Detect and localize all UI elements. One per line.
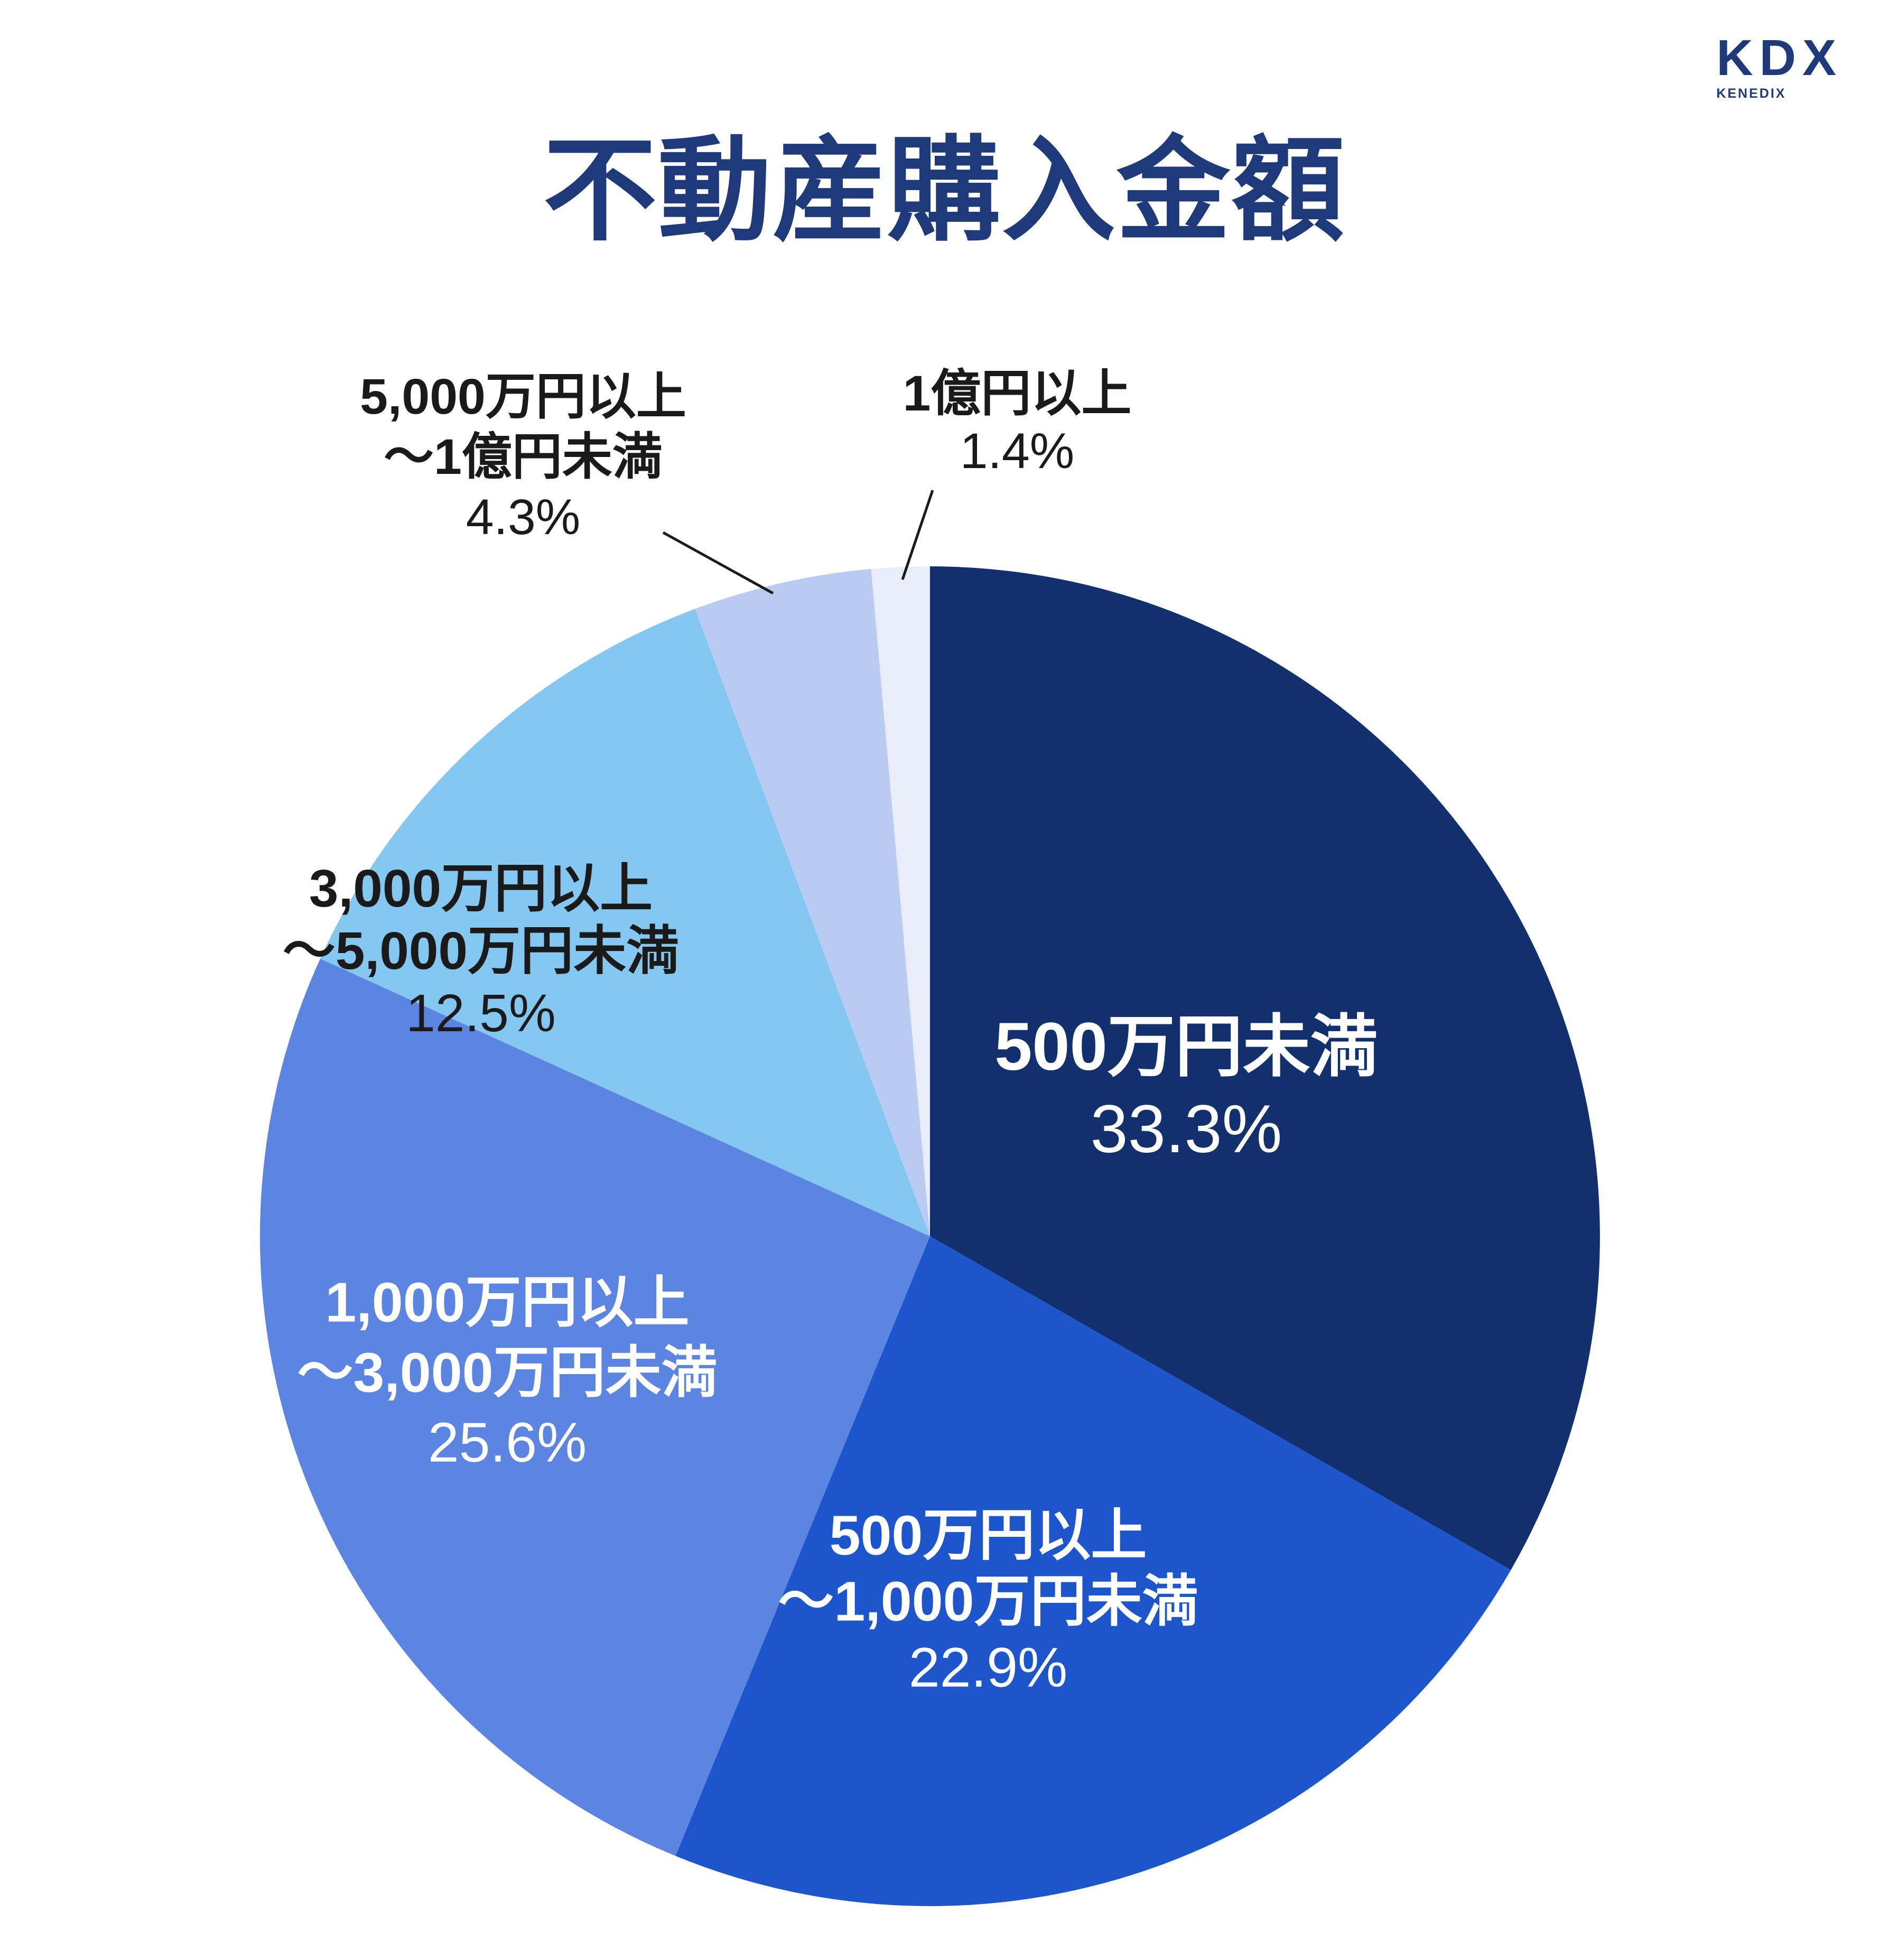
pie-slices <box>260 566 1600 1907</box>
slice-label-name: 500万円以上 <box>829 1504 1147 1567</box>
brand-logo-kenedix-text: KENEDIX <box>1716 86 1786 101</box>
slice-label-under-500man: 500万円未満 33.3% <box>994 1006 1378 1171</box>
slice-label-pct: 33.3% <box>1090 1091 1282 1167</box>
slice-label-5000man-to-1oku: 5,000万円以上 ～1億円未満 4.3% <box>360 367 686 547</box>
pie-slice-5 <box>871 566 930 1236</box>
slice-label-pct: 12.5% <box>406 984 556 1043</box>
slice-label-name: 500万円未満 <box>994 1009 1378 1085</box>
slice-label-name: ～3,000万円未満 <box>297 1341 718 1404</box>
pie-slice-0 <box>930 566 1600 1570</box>
slice-label-name: 3,000万円以上 <box>309 859 653 918</box>
slice-label-name: 1億円以上 <box>902 365 1132 422</box>
slice-label-name: 5,000万円以上 <box>360 369 686 425</box>
slice-label-pct: 1.4% <box>960 423 1075 479</box>
pie-slice-4 <box>695 568 930 1236</box>
slice-label-name: ～5,000万円未満 <box>282 921 680 981</box>
slice-label-name: ～1,000万円未満 <box>778 1570 1198 1633</box>
slice-label-500man-to-1000man: 500万円以上 ～1,000万円未満 22.9% <box>778 1502 1198 1701</box>
slice-label-3000man-to-5000man: 3,000万円以上 ～5,000万円未満 12.5% <box>283 857 679 1044</box>
pie-slice-3 <box>320 609 930 1236</box>
slice-label-pct: 22.9% <box>908 1636 1068 1699</box>
slice-label-1oku-ijou: 1億円以上 1.4% <box>903 365 1132 481</box>
leader-line-5000man-to-1oku <box>662 531 774 595</box>
slice-label-pct: 25.6% <box>427 1411 587 1474</box>
leader-line-1oku-ijou <box>901 490 934 580</box>
slice-label-name: 1,000万円以上 <box>325 1271 690 1334</box>
slice-label-pct: 4.3% <box>466 489 581 545</box>
slice-label-name: ～1億円未満 <box>384 429 663 485</box>
pie-slice-2 <box>260 958 930 1856</box>
pie-slice-1 <box>675 1236 1511 1907</box>
slice-label-1000man-to-3000man: 1,000万円以上 ～3,000万円未満 25.6% <box>297 1267 717 1478</box>
brand-logo: KDX KENEDIX <box>1716 33 1836 100</box>
chart-title: 不動産購入金額 <box>543 127 1346 254</box>
brand-logo-kdx-text: KDX <box>1716 30 1843 86</box>
